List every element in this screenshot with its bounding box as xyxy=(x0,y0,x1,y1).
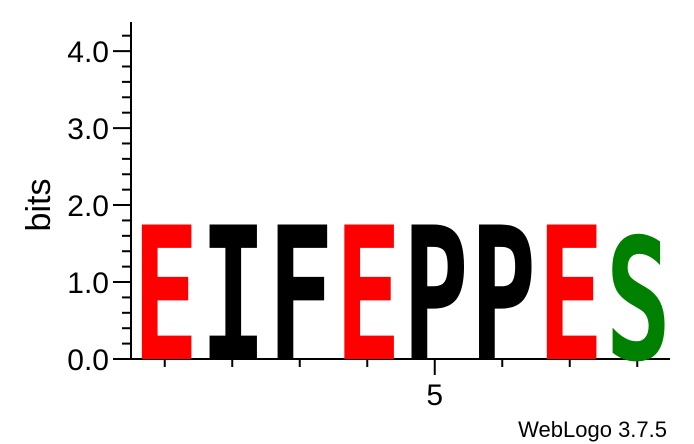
logo-letter-P-pos-6: P xyxy=(470,187,536,402)
logo-letter-E-pos-4: E xyxy=(335,187,401,402)
y-tick-label: 4.0 xyxy=(67,36,109,69)
y-tick-label: 0.0 xyxy=(67,344,109,377)
weblogo-credit: WebLogo 3.7.5 xyxy=(518,417,667,442)
y-axis: 0.0 1.0 2.0 3.0 4.0 xyxy=(67,22,132,377)
x-tick-label: 5 xyxy=(426,379,443,412)
logo-letter-P-pos-5: P xyxy=(403,187,469,402)
x-axis: 5 xyxy=(131,358,670,412)
logo-letter-E-pos-7: E xyxy=(538,187,604,402)
logo-letter-F-pos-3: F xyxy=(268,187,334,402)
y-axis-label: bits xyxy=(20,179,58,232)
logo-letter-S-pos-8: S xyxy=(605,202,671,399)
logo-letter-E-pos-1: E xyxy=(133,187,199,402)
y-tick-label: 3.0 xyxy=(67,113,109,146)
y-tick-label: 2.0 xyxy=(67,190,109,223)
logo-letter-I-pos-2: I xyxy=(200,187,266,402)
y-tick-label: 1.0 xyxy=(67,267,109,300)
